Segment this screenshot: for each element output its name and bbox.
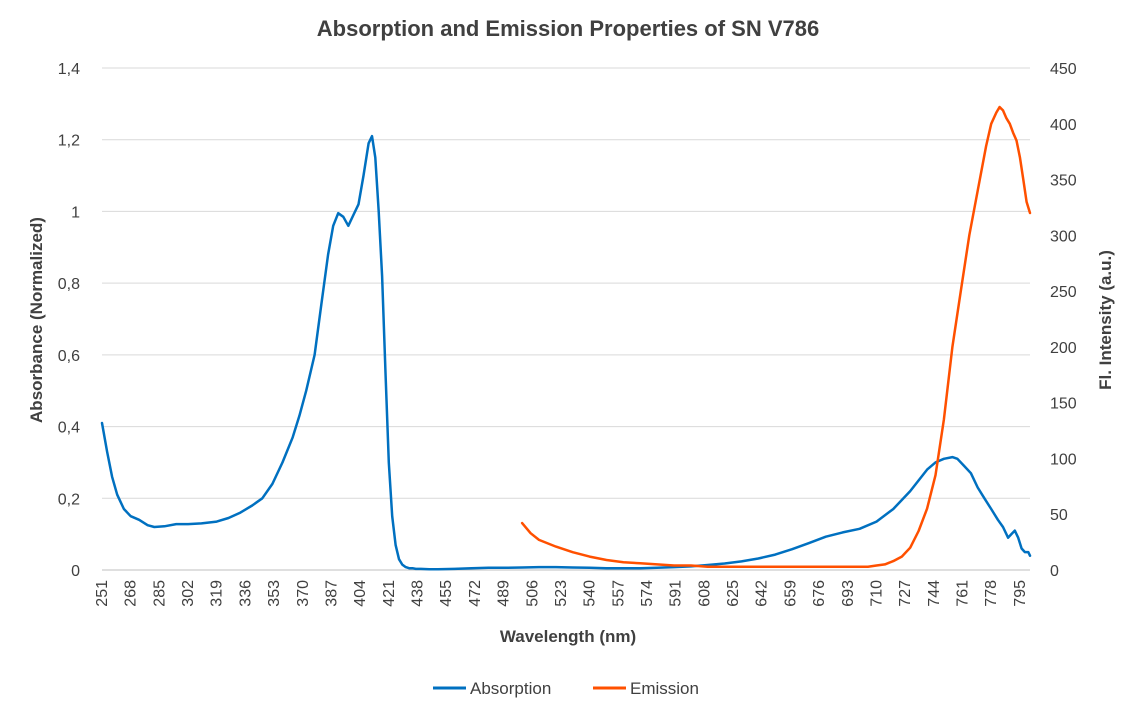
x-tick-label: 761 bbox=[955, 580, 972, 607]
y-tick-label: 0,2 bbox=[58, 491, 80, 508]
x-tick-label: 421 bbox=[381, 580, 398, 607]
y2-axis-title: Fl. Intensity (a.u.) bbox=[1096, 250, 1115, 390]
gridlines bbox=[102, 67, 1030, 499]
x-tick-label: 455 bbox=[438, 580, 455, 607]
x-tick-label: 319 bbox=[209, 580, 226, 607]
y-axis-title: Absorbance (Normalized) bbox=[27, 217, 46, 423]
x-tick-label: 591 bbox=[668, 580, 685, 607]
x-tick-label: 438 bbox=[410, 580, 427, 607]
y2-tick-label: 0 bbox=[1050, 563, 1059, 580]
x-axis-ticks: 251 268 285 302 319 336 353 370 387 404 421 438 455 4… bbox=[94, 580, 1029, 607]
x-tick-label: 710 bbox=[868, 580, 885, 607]
y-tick-label: 1,2 bbox=[58, 133, 80, 150]
x-tick-label: 744 bbox=[926, 580, 943, 607]
x-tick-label: 404 bbox=[352, 580, 369, 607]
y-tick-label: 0,6 bbox=[58, 348, 80, 365]
x-tick-label: 727 bbox=[897, 580, 914, 607]
y-tick-label: 0,8 bbox=[58, 276, 80, 293]
x-tick-label: 336 bbox=[237, 580, 254, 607]
x-tick-label: 625 bbox=[725, 580, 742, 607]
x-tick-label: 540 bbox=[582, 580, 599, 607]
y2-tick-label: 150 bbox=[1050, 396, 1077, 413]
y2-tick-label: 400 bbox=[1050, 117, 1077, 134]
x-tick-label: 251 bbox=[94, 580, 111, 607]
series-line-absorption bbox=[100, 134, 1032, 571]
x-tick-label: 608 bbox=[696, 580, 713, 607]
x-tick-label: 353 bbox=[266, 580, 283, 607]
x-tick-label: 659 bbox=[782, 580, 799, 607]
x-tick-label: 795 bbox=[1012, 580, 1029, 607]
x-tick-label: 778 bbox=[983, 580, 1000, 607]
x-tick-label: 693 bbox=[840, 580, 857, 607]
x-tick-label: 523 bbox=[553, 580, 570, 607]
x-tick-label: 506 bbox=[524, 580, 541, 607]
y2-tick-label: 100 bbox=[1050, 451, 1077, 468]
x-tick-label: 285 bbox=[151, 580, 168, 607]
x-tick-label: 268 bbox=[123, 580, 140, 607]
y-tick-label: 1,4 bbox=[58, 61, 80, 78]
x-tick-label: 557 bbox=[610, 580, 627, 607]
y-tick-label: 0 bbox=[71, 563, 80, 580]
y2-tick-label: 450 bbox=[1050, 61, 1077, 78]
y-tick-label: 1 bbox=[71, 204, 80, 221]
y2-tick-label: 50 bbox=[1050, 507, 1068, 524]
x-tick-label: 574 bbox=[639, 580, 656, 607]
y-tick-label: 0,4 bbox=[58, 420, 80, 437]
y2-tick-label: 300 bbox=[1050, 228, 1077, 245]
x-tick-label: 472 bbox=[467, 580, 484, 607]
legend: Absorption Emission bbox=[433, 679, 699, 698]
x-tick-label: 642 bbox=[754, 580, 771, 607]
x-axis-title: Wavelength (nm) bbox=[500, 627, 636, 646]
x-tick-label: 489 bbox=[496, 580, 513, 607]
series-lines bbox=[100, 105, 1032, 571]
left-axis-ticks: 0 0,2 0,4 0,6 0,8 1 1,2 1,4 bbox=[58, 61, 80, 580]
x-tick-label: 370 bbox=[295, 580, 312, 607]
series-line-emission bbox=[520, 105, 1032, 568]
x-tick-label: 387 bbox=[323, 580, 340, 607]
legend-label-emission: Emission bbox=[630, 679, 699, 698]
chart-title: Absorption and Emission Properties of SN… bbox=[317, 16, 819, 41]
x-tick-label: 676 bbox=[811, 580, 828, 607]
legend-label-absorption: Absorption bbox=[470, 679, 551, 698]
y2-tick-label: 250 bbox=[1050, 284, 1077, 301]
y2-tick-label: 350 bbox=[1050, 173, 1077, 190]
right-axis-ticks: 0 50 100 150 200 250 300 350 400 450 bbox=[1050, 61, 1077, 580]
x-tick-label: 302 bbox=[180, 580, 197, 607]
y2-tick-label: 200 bbox=[1050, 340, 1077, 357]
